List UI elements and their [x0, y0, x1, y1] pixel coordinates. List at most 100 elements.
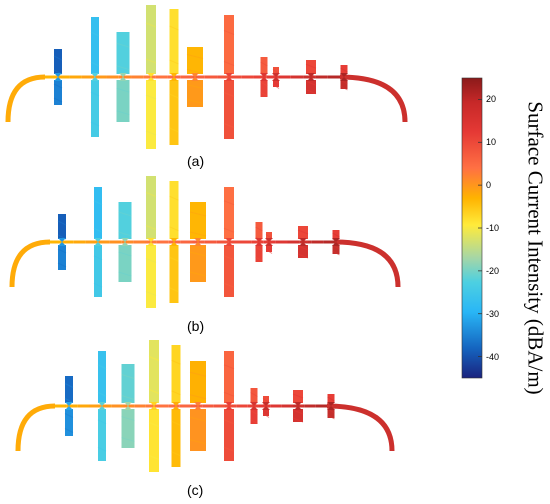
feed-junction [121, 238, 129, 246]
mesh-shading [265, 249, 273, 254]
feed-junction [147, 73, 155, 81]
antenna-panel-b [9, 176, 401, 308]
dipole-element [224, 187, 234, 239]
mesh-shading [118, 211, 132, 217]
dipole-element [224, 80, 234, 139]
feed-junction [327, 402, 335, 410]
mesh-shading [189, 231, 207, 237]
mesh-shading [90, 121, 100, 127]
dipole-element [187, 47, 203, 74]
colorbar-tick-label: -20 [486, 265, 500, 276]
mesh-shading [93, 227, 103, 233]
mesh-shading [145, 291, 157, 296]
dipole-element [266, 232, 272, 239]
mesh-shading [97, 391, 107, 397]
mesh-shading [57, 220, 67, 226]
dipole-element [190, 409, 206, 451]
feed-junction [265, 238, 273, 246]
dipole-element [273, 67, 279, 74]
dipole-element [250, 409, 258, 424]
mesh-shading [57, 262, 67, 268]
panel-label-a: (a) [187, 153, 205, 169]
mesh-shading [327, 414, 335, 420]
dipole-element [146, 80, 156, 149]
mesh-shading [223, 123, 235, 128]
feed-junction [299, 238, 307, 246]
dipole-element [255, 245, 263, 262]
mesh-shading [171, 390, 181, 396]
mesh-shading [189, 371, 207, 377]
mesh-shading [169, 195, 179, 201]
dipole-element [94, 245, 102, 297]
dipole-element [260, 57, 268, 74]
feed-junction [194, 402, 202, 410]
dipole-element [118, 245, 132, 282]
mesh-shading [250, 410, 258, 415]
feed-junction [255, 238, 263, 246]
dipole-element [169, 245, 179, 303]
mesh-shading [265, 234, 273, 239]
feed-junction [250, 402, 258, 410]
feed-junction [262, 402, 270, 410]
mesh-shading [145, 258, 157, 263]
mesh-shading [148, 389, 160, 394]
dipole-element [118, 202, 132, 239]
mesh-shading [186, 69, 204, 74]
mesh-shading [223, 200, 235, 206]
feed-junction [194, 238, 202, 246]
mesh-shading [121, 416, 135, 421]
dipole-element [58, 245, 66, 270]
colorbar-tick-label: 10 [486, 137, 497, 148]
mesh-shading [305, 63, 317, 69]
feed-junction [58, 238, 66, 246]
mesh-shading [189, 251, 207, 257]
mesh-shading [272, 69, 280, 74]
mesh-shading [148, 455, 160, 460]
dipole-element [146, 176, 156, 239]
dipole-element [298, 245, 308, 258]
mesh-shading [171, 420, 181, 426]
dipole-element [263, 409, 269, 416]
mesh-shading [223, 30, 235, 35]
dipole-element [190, 245, 206, 282]
mesh-shading [186, 84, 204, 89]
mesh-shading [189, 271, 207, 277]
mesh-shading [189, 416, 207, 422]
mesh-shading [272, 84, 280, 89]
mesh-shading [292, 393, 304, 399]
mesh-shading [186, 54, 204, 59]
mesh-shading [189, 211, 207, 217]
right-arm [334, 239, 401, 288]
feed-junction [307, 73, 315, 81]
dipole-element [54, 49, 62, 74]
mesh-shading [255, 256, 263, 262]
mesh-shading [223, 92, 235, 97]
mesh-shading [116, 110, 130, 116]
mesh-shading [93, 200, 103, 206]
dipole-element [65, 376, 73, 403]
feed-junction [54, 73, 62, 81]
feed-junction [98, 402, 106, 410]
mesh-shading [260, 91, 268, 97]
mesh-shading [64, 398, 74, 403]
dipole-element [146, 245, 156, 308]
mesh-shading [116, 87, 130, 93]
mesh-shading [223, 391, 235, 397]
dipole-element [340, 80, 348, 89]
mesh-shading [116, 65, 130, 71]
dipole-element [273, 80, 279, 87]
mesh-shading [97, 419, 107, 425]
mesh-shading [145, 22, 157, 28]
mesh-shading [223, 255, 235, 261]
feed-junction [91, 73, 99, 81]
mesh-shading [64, 413, 74, 418]
mesh-shading [189, 394, 207, 400]
colorbar-tick-label: 20 [486, 94, 497, 105]
mesh-shading [148, 356, 160, 361]
colorbar-tick-label: -30 [486, 308, 500, 319]
dipole-element [146, 5, 156, 74]
mesh-shading [90, 91, 100, 97]
feed-junction [147, 238, 155, 246]
mesh-shading [145, 130, 157, 136]
mesh-shading [223, 227, 235, 233]
